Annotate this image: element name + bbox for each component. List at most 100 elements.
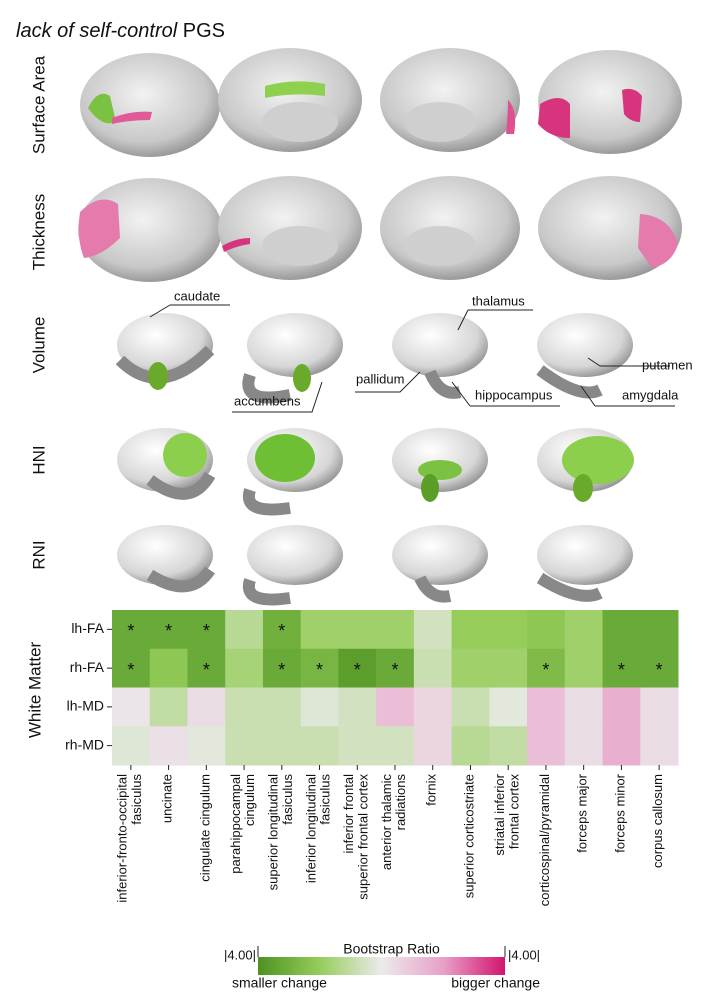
column-label: inferior-fronto-occipitalfasiculus [115,774,144,903]
heat-cell [602,610,641,650]
column-label: forceps major [575,773,590,852]
row-label: Volume [29,317,48,374]
column-label-line: fasiculus [280,774,295,825]
heat-cell [262,687,302,727]
colorbar-high: bigger change [451,975,540,991]
column-label-line: inferior-fronto-occipital [115,774,130,903]
column-label-line: superior corticostriate [462,774,477,898]
column-label-line: fasiculus [318,774,333,825]
patch [88,93,116,124]
heat-cell [300,610,339,650]
heat-cell [527,610,566,650]
row-label: rh-MD [65,736,104,752]
heat-cell [262,648,302,688]
column-label-line: fornix [424,774,439,806]
significance-star: * [203,660,210,680]
heat-cell [300,726,339,766]
heat-cell [338,687,377,727]
patch [222,238,250,252]
colorbar-title: Bootstrap Ratio [343,941,440,957]
heat-cell [413,648,453,688]
heat-cell [338,648,377,688]
significance-star: * [391,660,398,680]
leader-lines [149,304,675,413]
significance-star: * [542,660,549,680]
heat-cell [149,687,188,727]
subcortical-rni [117,525,633,606]
row-label: White Matter [25,641,44,738]
heat-cell [564,610,604,650]
heat-cell [376,726,415,766]
column-label: parahippocampalcingulum [228,774,257,874]
structure-label: hippocampus [475,387,553,402]
column-label: superior longitudinalfasiculus [266,774,295,891]
significance-star: * [203,621,210,641]
heat-cell [413,610,453,650]
column-label-line: anterior thalamic [379,774,394,871]
column-label: anterior thalamicradiations [379,774,408,871]
heat-cell [640,687,679,727]
significance-star: * [354,660,361,680]
column-label-line: inferior frontal [342,774,357,854]
heat-cell [300,648,339,688]
heat-cell [451,610,490,650]
row-label: Thickness [29,194,48,271]
heat-cell [451,687,490,727]
row-label: RNI [29,540,48,569]
column-label: corticospinal/pyramidal [537,774,552,906]
heat-cell [225,726,264,766]
column-label: superior corticostriate [462,774,477,898]
heat-cell [112,610,151,650]
cortex [80,53,220,157]
heat-cell [527,726,566,766]
patch [78,199,120,258]
column-label-line: frontal cortex [507,774,522,850]
heat-cell [376,687,415,727]
subcortical-volume [115,313,633,404]
structure-label: amygdala [622,387,679,402]
colorbar: Bootstrap Ratio |4.00| |4.00| smaller chang… [224,941,540,991]
structure-label: accumbens [234,393,301,408]
heat-cell [225,687,264,727]
structure-label: pallidum [356,371,404,386]
heat-cell [112,687,151,727]
column-label-line: cingulum [243,774,258,826]
heat-cell [225,648,264,688]
colorbar-low: smaller change [232,975,327,991]
heat-cell [262,726,302,766]
heat-cell [338,726,377,766]
significance-star: * [278,660,285,680]
medial [404,226,476,266]
subcortical-hni [117,428,634,516]
heat-cell [338,610,377,650]
heat-cell [149,610,188,650]
heat-cell [527,648,566,688]
heat-cell [112,726,151,766]
significance-star: * [618,660,625,680]
column-label-line: radiations [394,774,409,831]
heat-cell [149,726,188,766]
cortex [538,50,682,154]
column-label-line: forceps minor [613,773,628,852]
column-label-line: parahippocampal [228,774,243,874]
column-label-line: striatal inferior [492,773,507,855]
heat-cell [602,687,641,727]
column-label-line: inferior longitudinal [304,774,319,883]
heat-cell [602,648,641,688]
heat-cell [187,610,226,650]
heat-cell [640,648,679,688]
row-label: rh-FA [70,659,105,675]
structure-label: thalamus [472,293,525,308]
column-label: inferior longitudinalfasiculus [304,774,333,884]
column-label: uncinate [160,774,175,823]
heatmap: lh-FA * * * * rh-FA * * * * * * * * * lh-MD rh-MD inferio… [65,610,679,906]
column-label: striatal inferiorfrontal cortex [492,773,521,855]
heat-cell [376,648,415,688]
patch [506,100,516,134]
heat-cell [187,726,226,766]
heat-cell [564,687,604,727]
labels: Surface Area Thickness Volume HNI RNI White M… [25,55,692,738]
column-label: forceps minor [613,773,628,852]
significance-star: * [316,660,323,680]
